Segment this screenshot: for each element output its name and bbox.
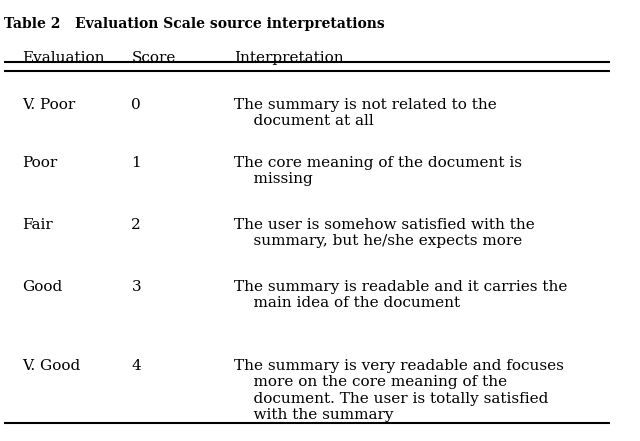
Text: Evaluation: Evaluation <box>22 51 105 65</box>
Text: 2: 2 <box>131 218 141 232</box>
Text: 4: 4 <box>131 359 141 373</box>
Text: The user is somehow satisfied with the
    summary, but he/she expects more: The user is somehow satisfied with the s… <box>234 218 535 248</box>
Text: Interpretation: Interpretation <box>234 51 344 65</box>
Text: 1: 1 <box>131 156 141 170</box>
Text: Poor: Poor <box>22 156 58 170</box>
Text: The summary is very readable and focuses
    more on the core meaning of the
   : The summary is very readable and focuses… <box>234 359 564 422</box>
Text: V. Good: V. Good <box>22 359 81 373</box>
Text: Score: Score <box>131 51 176 65</box>
Text: The summary is readable and it carries the
    main idea of the document: The summary is readable and it carries t… <box>234 280 568 310</box>
Text: Table 2   Evaluation Scale source interpretations: Table 2 Evaluation Scale source interpre… <box>4 17 385 31</box>
Text: Good: Good <box>22 280 63 294</box>
Text: The core meaning of the document is
    missing: The core meaning of the document is miss… <box>234 156 522 186</box>
Text: The summary is not related to the
    document at all: The summary is not related to the docume… <box>234 98 497 128</box>
Text: V. Poor: V. Poor <box>22 98 76 112</box>
Text: 0: 0 <box>131 98 141 112</box>
Text: Fair: Fair <box>22 218 53 232</box>
Text: 3: 3 <box>131 280 141 294</box>
